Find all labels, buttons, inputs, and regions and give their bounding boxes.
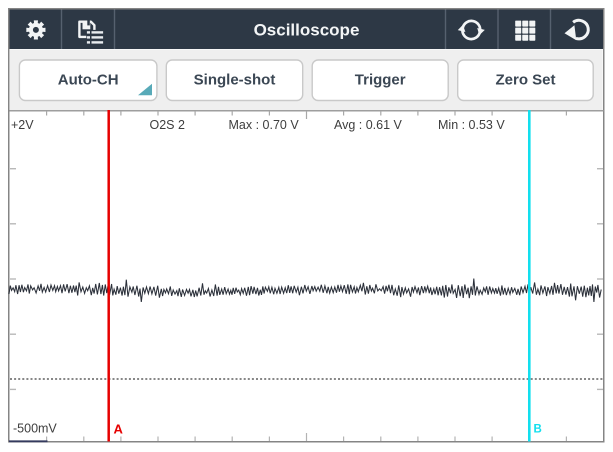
svg-text:B: B: [534, 424, 542, 436]
svg-text:Auto-CH: Auto-CH: [58, 72, 119, 89]
svg-text:A: A: [114, 422, 124, 437]
svg-text:Min : 0.53 V: Min : 0.53 V: [438, 118, 505, 132]
svg-text:-500mV: -500mV: [13, 422, 57, 436]
svg-text:O2S 2: O2S 2: [150, 118, 185, 132]
svg-text:+2V: +2V: [11, 118, 34, 132]
svg-text:Zero Set: Zero Set: [495, 72, 555, 89]
svg-text:Oscilloscope: Oscilloscope: [254, 21, 360, 40]
svg-text:Max : 0.70 V: Max : 0.70 V: [229, 118, 300, 132]
svg-text:Trigger: Trigger: [355, 72, 406, 89]
svg-text:Single-shot: Single-shot: [194, 72, 276, 89]
svg-text:Avg : 0.61 V: Avg : 0.61 V: [334, 118, 403, 132]
